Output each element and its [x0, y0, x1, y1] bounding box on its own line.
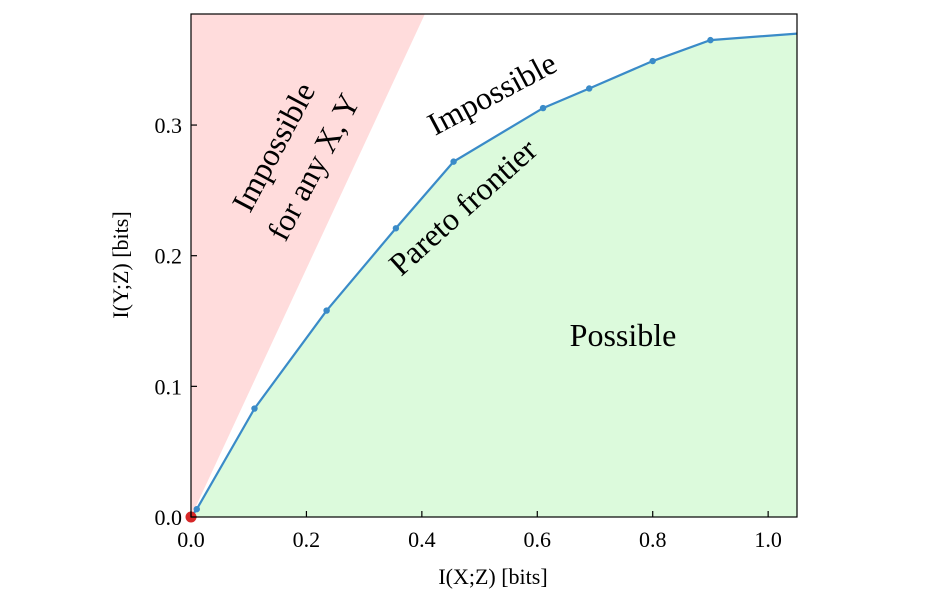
region-impossible-any: [191, 14, 425, 517]
chart-series: [185, 32, 798, 523]
pareto-frontier-point: [707, 36, 714, 44]
y-tick-label: 0.2: [155, 244, 183, 269]
y-tick-label: 0.0: [155, 505, 183, 530]
chart-regions: [191, 14, 797, 517]
chart-axes: 0.0 0.2 0.4 0.6 0.8 1.0 0.0 0.1 0.2 0.3: [155, 13, 798, 552]
pareto-frontier-point: [323, 307, 330, 314]
x-tick-label: 0.2: [293, 527, 321, 552]
pareto-frontier-point: [392, 225, 400, 232]
y-axis-label: I(Y;Z) [bits]: [108, 211, 133, 318]
x-tick-label: 0.0: [177, 527, 205, 552]
pareto-frontier-point: [649, 57, 656, 65]
x-tick-label: 1.0: [754, 527, 782, 552]
region-possible: [191, 33, 797, 517]
x-axis-label: I(X;Z) [bits]: [438, 564, 547, 589]
x-tick-label: 0.4: [408, 527, 436, 552]
pareto-frontier-point: [450, 158, 457, 165]
y-tick-label: 0.1: [155, 374, 183, 399]
pareto-frontier-point: [539, 104, 547, 112]
y-tick-label: 0.3: [155, 113, 183, 138]
x-tick-label: 0.6: [524, 527, 552, 552]
annotation-possible: Possible: [570, 317, 677, 353]
x-tick-label: 0.8: [639, 527, 667, 552]
pareto-frontier-point: [586, 85, 593, 92]
pareto-frontier-point: [193, 505, 200, 513]
plot-frame: [190, 13, 798, 518]
pareto-frontier-point: [251, 405, 258, 412]
